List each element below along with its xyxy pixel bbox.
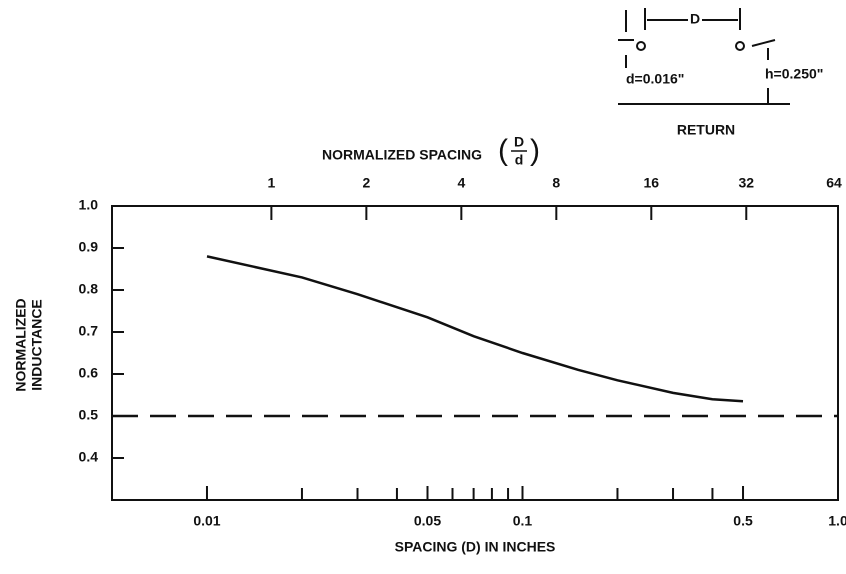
background [0, 0, 846, 569]
y-tick-label: 1.0 [79, 197, 99, 213]
y-tick-label: 0.4 [79, 449, 99, 465]
y-axis-title: NORMALIZED [13, 298, 29, 391]
inset-height-label: h=0.250" [765, 66, 823, 82]
x2-tick-label: 1 [267, 175, 275, 191]
x-tick-label: 0.01 [193, 513, 220, 529]
y-axis-title: INDUCTANCE [29, 299, 45, 391]
inset-spacing-label: D [690, 11, 700, 27]
x-tick-label: 0.1 [513, 513, 533, 529]
x-tick-label: 1.0 [828, 513, 846, 529]
chart: D d=0.016" h=0.250" RETURN NORMALIZED SP… [0, 0, 846, 569]
x2-tick-label: 16 [644, 175, 660, 191]
inset-plane-label: RETURN [677, 122, 735, 138]
fraction-denominator: d [515, 152, 524, 168]
fraction-numerator: D [514, 134, 524, 150]
x-tick-label: 0.05 [414, 513, 441, 529]
y-tick-label: 0.7 [79, 323, 99, 339]
x-tick-label: 0.5 [733, 513, 753, 529]
x2-tick-label: 64 [826, 175, 842, 191]
x2-tick-label: 32 [738, 175, 754, 191]
x-axis-title: SPACING (D) IN INCHES [395, 539, 556, 555]
y-tick-label: 0.6 [79, 365, 99, 381]
fraction-paren: ( [498, 134, 508, 167]
y-tick-label: 0.5 [79, 407, 99, 423]
fraction-paren: ) [530, 134, 540, 167]
y-tick-label: 0.8 [79, 281, 99, 297]
x2-tick-label: 8 [552, 175, 560, 191]
x2-tick-label: 4 [457, 175, 465, 191]
x2-axis-title: NORMALIZED SPACING [322, 147, 482, 163]
x2-tick-label: 2 [362, 175, 370, 191]
y-tick-label: 0.9 [79, 239, 99, 255]
inset-diameter-label: d=0.016" [626, 71, 684, 87]
